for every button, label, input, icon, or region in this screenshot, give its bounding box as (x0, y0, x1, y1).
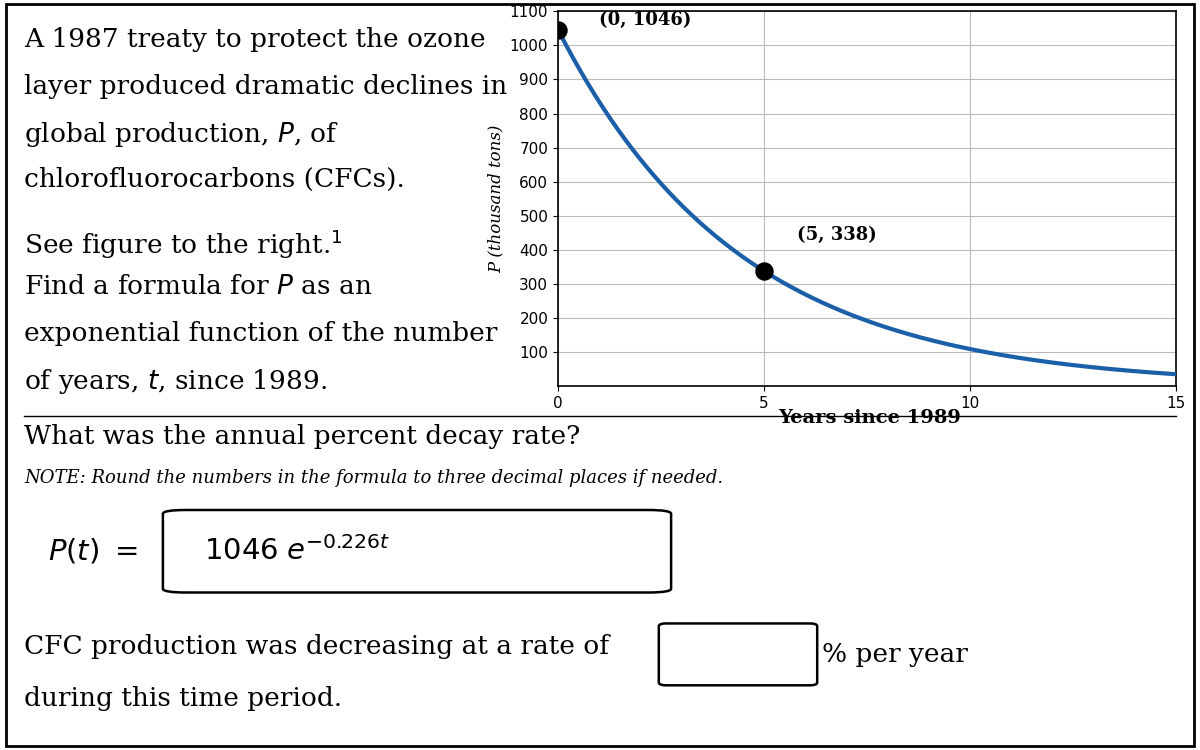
Text: Years since 1989: Years since 1989 (779, 409, 961, 427)
Text: of years, $t$, since 1989.: of years, $t$, since 1989. (24, 368, 326, 396)
Text: What was the annual percent decay rate?: What was the annual percent decay rate? (24, 424, 581, 448)
Text: chlorofluorocarbons (CFCs).: chlorofluorocarbons (CFCs). (24, 167, 404, 192)
Text: global production, $P$, of: global production, $P$, of (24, 120, 340, 149)
Text: (5, 338): (5, 338) (797, 226, 877, 244)
FancyBboxPatch shape (163, 510, 671, 592)
Text: (0, 1046): (0, 1046) (599, 11, 691, 29)
Text: See figure to the right.$^1$: See figure to the right.$^1$ (24, 228, 343, 261)
Text: $1046 \; e^{-0.226t}$: $1046 \; e^{-0.226t}$ (204, 536, 391, 566)
Point (755, 265, 774, 277)
Point (548, 24, 568, 36)
Text: layer produced dramatic declines in: layer produced dramatic declines in (24, 74, 508, 99)
FancyBboxPatch shape (659, 623, 817, 686)
Text: $P(t)$ $=$: $P(t)$ $=$ (48, 537, 146, 566)
Text: A 1987 treaty to protect the ozone: A 1987 treaty to protect the ozone (24, 27, 486, 52)
Y-axis label: P (thousand tons): P (thousand tons) (487, 124, 504, 273)
Text: % per year: % per year (822, 642, 968, 667)
Text: NOTE: Round the numbers in the formula to three decimal places if needed.: NOTE: Round the numbers in the formula t… (24, 469, 724, 487)
Text: during this time period.: during this time period. (24, 686, 342, 711)
Text: Find a formula for $P$ as an: Find a formula for $P$ as an (24, 274, 372, 299)
Text: CFC production was decreasing at a rate of: CFC production was decreasing at a rate … (24, 634, 610, 658)
Text: exponential function of the number: exponential function of the number (24, 321, 497, 346)
